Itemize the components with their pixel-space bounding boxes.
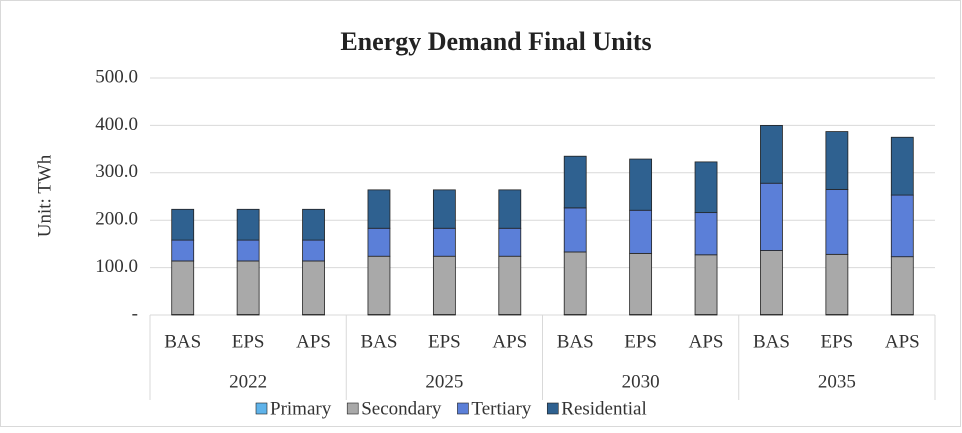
bar-segment: [303, 240, 325, 261]
y-axis-label: Unit: TWh: [34, 154, 55, 237]
bar-segment: [172, 209, 194, 240]
bar-segment: [499, 256, 521, 314]
group-label: 2035: [818, 371, 856, 392]
bar-segment: [433, 228, 455, 256]
bar-segment: [172, 261, 194, 315]
bar-segment: [499, 190, 521, 228]
legend-swatch: [256, 403, 267, 414]
x-tick-label: BAS: [753, 331, 790, 352]
y-tick-label: 100.0: [95, 256, 138, 277]
bar-segment: [564, 156, 586, 208]
bar-segment: [760, 251, 782, 315]
bar-segment: [630, 210, 652, 253]
bar-segment: [695, 255, 717, 315]
bar-segment: [237, 261, 259, 315]
bar-segment: [891, 137, 913, 195]
bar-segment: [433, 190, 455, 228]
legend-label: Secondary: [361, 398, 442, 419]
bar-segment: [433, 256, 455, 314]
x-tick-label: BAS: [360, 331, 397, 352]
bar-segment: [760, 183, 782, 250]
bar-segment: [695, 162, 717, 213]
x-tick-label: EPS: [428, 331, 461, 352]
bar-segment: [826, 132, 848, 190]
legend-swatch: [347, 403, 358, 414]
x-tick-label: APS: [296, 331, 331, 352]
legend-label: Tertiary: [471, 398, 531, 419]
bar-segment: [695, 213, 717, 255]
bar-segment: [760, 125, 782, 183]
x-tick-label: APS: [885, 331, 920, 352]
bar-segment: [368, 190, 390, 228]
bar-segment: [564, 252, 586, 315]
chart-title: Energy Demand Final Units: [340, 27, 651, 56]
bar-segment: [237, 209, 259, 240]
x-tick-label: EPS: [232, 331, 265, 352]
bar-segment: [630, 159, 652, 210]
bar-segment: [826, 254, 848, 314]
group-label: 2025: [425, 371, 463, 392]
legend-label: Residential: [561, 398, 646, 419]
bar-segment: [303, 261, 325, 315]
legend-swatch: [547, 403, 558, 414]
x-tick-label: EPS: [821, 331, 854, 352]
y-tick-label: -: [132, 303, 138, 324]
x-tick-label: EPS: [624, 331, 657, 352]
bar-segment: [368, 256, 390, 314]
bar-segment: [630, 253, 652, 314]
y-tick-label: 200.0: [95, 209, 138, 230]
bar-segment: [237, 240, 259, 261]
bar-segment: [172, 240, 194, 261]
bar-segment: [303, 209, 325, 240]
x-tick-label: APS: [492, 331, 527, 352]
bar-segment: [564, 208, 586, 252]
bar-segment: [891, 195, 913, 257]
x-tick-label: BAS: [164, 331, 201, 352]
bar-segment: [368, 228, 390, 256]
legend-label: Primary: [270, 398, 332, 419]
group-label: 2022: [229, 371, 267, 392]
x-tick-label: BAS: [557, 331, 594, 352]
group-label: 2030: [622, 371, 660, 392]
y-tick-label: 400.0: [95, 114, 138, 135]
y-tick-label: 300.0: [95, 161, 138, 182]
bar-segment: [499, 228, 521, 256]
legend-swatch: [457, 403, 468, 414]
bar-segment: [826, 189, 848, 254]
bar-segment: [891, 257, 913, 315]
x-tick-label: APS: [689, 331, 724, 352]
y-tick-label: 500.0: [95, 66, 138, 87]
